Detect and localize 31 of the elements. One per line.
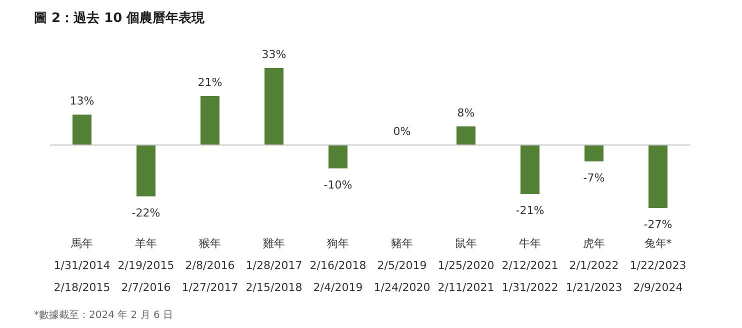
x-tick-label: 雞年 1/28/2017 2/15/2018	[246, 237, 302, 294]
data-label: -7%	[583, 171, 605, 184]
x-tick-label: 虎年 2/1/2022 1/21/2023	[566, 237, 622, 294]
x-tick-label: 羊年 2/19/2015 2/7/2016	[118, 237, 174, 294]
bar	[328, 145, 348, 168]
data-label: 33%	[262, 48, 286, 61]
data-label: 0%	[393, 125, 411, 138]
bar	[136, 145, 156, 196]
data-label: -21%	[516, 204, 544, 217]
data-label: -27%	[644, 218, 672, 231]
data-label: -22%	[132, 206, 160, 220]
bar	[264, 68, 284, 145]
data-label: -10%	[324, 178, 352, 192]
x-tick-label: 猴年 2/8/2016 1/27/2017	[182, 237, 238, 294]
chart-title: 圖 2：過去 10 個農曆年表現	[34, 11, 206, 26]
x-tick-label: 馬年 1/31/2014 2/18/2015	[54, 237, 110, 294]
data-label: 21%	[198, 76, 222, 89]
x-tick-label: 兔年* 1/22/2023 2/9/2024	[630, 237, 686, 294]
bar	[584, 145, 604, 162]
bar	[72, 114, 92, 145]
data-label: 13%	[70, 94, 94, 108]
data-label: 8%	[457, 106, 475, 120]
text: *數據截至：2024 年 2 月 6 日	[34, 309, 174, 321]
x-tick-label: 豬年 2/5/2019 1/24/2020	[374, 237, 430, 294]
bar	[520, 145, 540, 194]
bar	[200, 96, 220, 145]
x-tick-label: 牛年 2/12/2021 1/31/2022	[502, 237, 558, 294]
bar	[456, 126, 476, 145]
x-tick-label: 鼠年 1/25/2020 2/11/2021	[438, 237, 494, 294]
x-tick-label: 狗年 2/16/2018 2/4/2019	[310, 237, 366, 294]
bar	[648, 145, 668, 208]
